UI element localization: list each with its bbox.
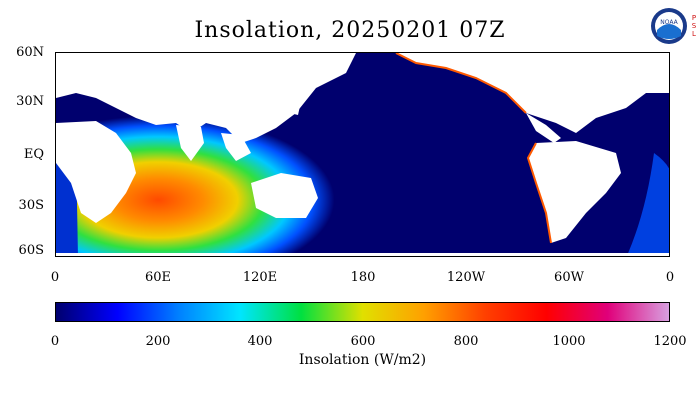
colorbar-label-1000: 1000 [552,334,586,349]
colorbar-title: Insolation (W/m2) [298,352,427,368]
landmass-antarctica [56,253,669,256]
landmass-japan [290,93,302,115]
logo-text: NOAA [660,19,678,26]
svg-text:S: S [692,22,697,30]
landmass-south-america [528,141,621,243]
lat-label-60s: 60S [18,243,44,258]
landmass-africa [56,121,136,223]
dawn-band [626,153,669,256]
lon-label-120w: 120W [446,270,486,285]
landmass-greenland [636,53,669,83]
lat-label-30n: 30N [16,94,44,109]
landmass-se-asia [221,133,251,161]
colorbar-label-600: 600 [350,334,376,349]
landmass-north-america [396,53,669,133]
map-title: Insolation, 20250201 07Z [194,18,506,43]
lon-label-0-east: 0 [665,270,675,285]
lon-label-0-west: 0 [50,270,60,285]
noaa-logo-icon: NOAA P S L [650,6,698,46]
landmass-india [176,125,204,161]
lat-label-30s: 30S [18,198,44,213]
colorbar [55,302,670,322]
lon-label-180: 180 [350,270,376,285]
sunlit-region [56,105,376,256]
landmass-australia [251,173,318,218]
coastline-south-america-west [526,142,552,244]
landmass-eurasia [56,53,356,143]
lat-label-60n: 60N [16,45,44,60]
insolation-map [55,52,670,257]
svg-text:L: L [692,30,696,38]
lon-label-60e: 60E [144,270,172,285]
colorbar-label-400: 400 [247,334,273,349]
svg-text:P: P [692,14,696,22]
lon-label-120e: 120E [242,270,278,285]
colorbar-label-1200: 1200 [653,334,687,349]
landmass-central-america [526,113,561,143]
lat-label-eq: EQ [23,147,44,162]
coastline-north-pacific [395,53,527,114]
colorbar-label-200: 200 [145,334,171,349]
lon-label-60w: 60W [554,270,584,285]
colorbar-label-800: 800 [453,334,479,349]
colorbar-label-0: 0 [50,334,60,349]
